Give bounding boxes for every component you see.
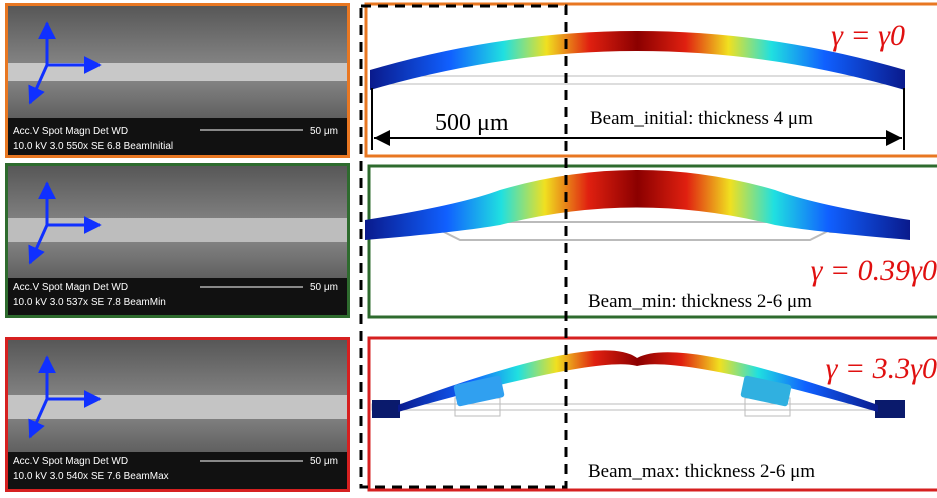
- gamma-label: γ = 0.39γ0: [811, 254, 937, 287]
- undeformed-beam: [372, 404, 902, 410]
- sem-header: Acc.V Spot Magn Det WD: [13, 126, 128, 137]
- sem-info: 10.0 kV 3.0 550x SE 6.8 BeamInitial: [13, 141, 173, 152]
- sem-header: Acc.V Spot Magn Det WD: [13, 282, 128, 293]
- anchor: [372, 400, 400, 418]
- beam-label: Beam_initial: thickness 4 μm: [590, 108, 813, 129]
- sem-info-bar: [5, 118, 350, 158]
- sem-info: 10.0 kV 3.0 540x SE 7.6 BeamMax: [13, 471, 169, 482]
- anchor: [875, 400, 905, 418]
- sem-info: 10.0 kV 3.0 537x SE 7.8 BeamMin: [13, 297, 166, 308]
- deformed-beam: [365, 170, 910, 240]
- beam-label: Beam_min: thickness 2-6 μm: [588, 291, 812, 312]
- thick-section: [453, 375, 505, 406]
- figure: Acc.V Spot Magn Det WD 50 μm 10.0 kV 3.0…: [0, 0, 937, 498]
- sem-scale: 50 μm: [310, 126, 338, 137]
- dimension-label: 500 μm: [435, 110, 509, 136]
- gamma-label: γ = γ0: [831, 19, 905, 52]
- sem-panel: Acc.V Spot Magn Det WD 50 μm 10.0 kV 3.0…: [5, 163, 350, 318]
- sem-beam: [5, 218, 350, 242]
- undeformed-beam: [372, 76, 902, 84]
- sem-scale: 50 μm: [310, 456, 338, 467]
- gamma-label: γ = 3.3γ0: [826, 352, 937, 385]
- sem-scale: 50 μm: [310, 282, 338, 293]
- sem-panel: Acc.V Spot Magn Det WD 50 μm 10.0 kV 3.0…: [5, 337, 350, 492]
- sem-panel: Acc.V Spot Magn Det WD 50 μm 10.0 kV 3.0…: [5, 3, 350, 158]
- deformed-beam: [370, 31, 905, 90]
- sem-header: Acc.V Spot Magn Det WD: [13, 456, 128, 467]
- beam-label: Beam_max: thickness 2-6 μm: [588, 461, 815, 482]
